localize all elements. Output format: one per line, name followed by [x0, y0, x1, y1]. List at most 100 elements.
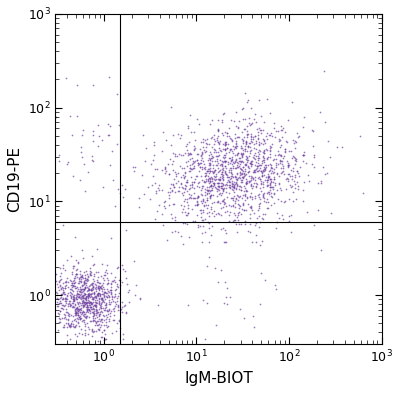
Point — [80, 286, 87, 293]
Point — [162, 166, 168, 172]
Point — [74, 308, 81, 314]
Point — [251, 324, 257, 330]
Point — [215, 177, 222, 183]
Point — [63, 75, 70, 81]
Point — [172, 213, 178, 220]
Point — [253, 146, 259, 152]
Point — [94, 318, 101, 324]
Point — [252, 153, 259, 159]
Point — [66, 324, 73, 330]
Point — [82, 320, 88, 327]
Point — [220, 132, 227, 139]
Point — [84, 306, 90, 312]
Point — [170, 182, 176, 188]
Point — [256, 194, 262, 200]
Point — [72, 271, 79, 277]
Point — [214, 180, 220, 186]
Point — [211, 138, 218, 145]
Point — [191, 179, 197, 185]
Point — [264, 184, 270, 190]
Point — [72, 307, 78, 313]
Point — [106, 306, 112, 312]
Point — [73, 315, 80, 321]
Point — [230, 143, 236, 149]
Point — [220, 171, 226, 178]
Point — [58, 294, 64, 300]
Point — [292, 181, 298, 187]
Point — [103, 293, 109, 299]
Point — [280, 165, 286, 171]
Point — [238, 165, 244, 172]
Point — [197, 173, 204, 179]
Point — [260, 189, 267, 196]
Point — [183, 196, 190, 202]
Point — [226, 190, 233, 196]
Point — [258, 178, 264, 185]
Point — [182, 220, 188, 226]
Point — [90, 311, 97, 318]
Point — [169, 161, 175, 167]
Point — [84, 320, 91, 327]
Point — [172, 153, 178, 159]
Point — [199, 163, 205, 170]
Point — [101, 272, 107, 278]
Point — [218, 212, 224, 219]
Point — [180, 165, 187, 171]
Point — [264, 174, 271, 180]
Point — [94, 318, 101, 324]
Point — [190, 160, 196, 166]
Point — [274, 187, 280, 194]
Point — [215, 186, 221, 193]
Point — [81, 279, 87, 285]
Point — [223, 171, 230, 178]
Point — [72, 309, 79, 315]
Point — [162, 165, 168, 171]
Point — [239, 140, 246, 146]
Point — [204, 166, 211, 173]
Point — [218, 192, 224, 198]
Point — [103, 290, 110, 296]
Point — [290, 137, 296, 143]
Point — [72, 301, 78, 307]
Point — [100, 307, 107, 313]
Point — [186, 168, 193, 174]
Point — [244, 169, 251, 175]
Point — [227, 145, 234, 152]
Point — [112, 287, 118, 294]
Point — [200, 158, 206, 164]
Point — [191, 190, 197, 196]
Point — [215, 149, 221, 155]
Point — [78, 287, 84, 294]
Point — [85, 273, 92, 279]
Point — [80, 299, 87, 305]
Point — [234, 181, 240, 187]
Point — [55, 296, 62, 302]
Point — [214, 139, 221, 145]
Point — [98, 296, 104, 302]
Point — [267, 176, 274, 182]
Point — [94, 285, 101, 291]
Point — [75, 308, 82, 314]
Point — [252, 193, 258, 200]
Point — [212, 147, 219, 154]
Point — [245, 131, 251, 137]
Point — [288, 228, 294, 235]
Point — [95, 290, 101, 296]
Point — [106, 162, 113, 168]
Point — [67, 323, 73, 329]
Point — [189, 179, 195, 185]
Point — [152, 188, 159, 195]
Point — [234, 182, 240, 188]
Point — [233, 173, 239, 180]
Point — [68, 293, 74, 299]
Point — [227, 160, 234, 166]
Point — [196, 223, 203, 229]
Point — [192, 202, 198, 208]
Point — [94, 290, 100, 297]
Point — [101, 289, 107, 295]
Point — [189, 182, 195, 188]
Point — [206, 161, 213, 167]
Point — [94, 279, 100, 286]
Point — [76, 314, 82, 320]
Point — [261, 166, 268, 172]
